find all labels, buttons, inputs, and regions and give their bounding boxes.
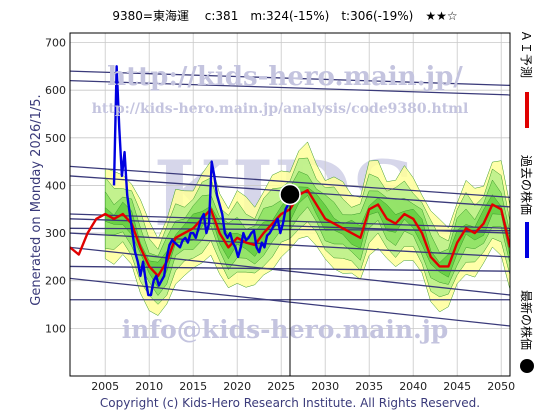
x-tick-label: 2040 bbox=[399, 380, 427, 393]
y-tick-label: 200 bbox=[45, 275, 66, 288]
y-tick-label: 100 bbox=[45, 322, 66, 335]
legend-item-past-price: 過去の株価 bbox=[519, 155, 534, 258]
current-price-marker bbox=[279, 183, 301, 206]
legend-label-ai-forecast: ＡＩ予測 bbox=[519, 30, 533, 78]
x-tick-label: 2010 bbox=[135, 380, 163, 393]
x-tick-label: 2020 bbox=[223, 380, 251, 393]
channel-line bbox=[70, 79, 510, 96]
watermark-url2: http://kids-hero.main.jp/analysis/code93… bbox=[92, 101, 469, 117]
generated-date-label: Generated on Monday 2026/1/5. bbox=[29, 94, 44, 305]
forecast-band bbox=[104, 171, 510, 296]
legend-label-past-price: 過去の株価 bbox=[519, 155, 534, 215]
y-tick-label: 700 bbox=[45, 37, 66, 50]
forecast-band bbox=[104, 157, 510, 305]
legend-swatch-latest-price bbox=[520, 359, 534, 373]
y-tick-label: 400 bbox=[45, 179, 66, 192]
legend: ＡＩ予測 過去の株価 最新の株価 bbox=[519, 30, 534, 373]
channel-line bbox=[70, 165, 510, 199]
x-tick-label: 2050 bbox=[487, 380, 515, 393]
legend-item-ai-forecast: ＡＩ予測 bbox=[519, 30, 533, 128]
x-tick-label: 2045 bbox=[443, 380, 471, 393]
x-tick-label: 2015 bbox=[179, 380, 207, 393]
y-tick-label: 600 bbox=[45, 84, 66, 97]
copyright-footer: Copyright (c) Kids-Hero Research Institu… bbox=[100, 396, 480, 410]
y-tick-label: 500 bbox=[45, 132, 66, 145]
legend-item-latest-price: 最新の株価 bbox=[519, 290, 534, 373]
x-tick-label: 2030 bbox=[311, 380, 339, 393]
chart-title: 9380=東海運 c:381 m:324(-15%) t:306(-19%) ★… bbox=[112, 8, 457, 23]
channel-line bbox=[70, 70, 510, 87]
x-tick-label: 2025 bbox=[267, 380, 295, 393]
current-price-marker-group bbox=[279, 183, 301, 376]
x-tick-label: 2005 bbox=[91, 380, 119, 393]
watermark-email: info@kids-hero.main.jp bbox=[122, 315, 449, 344]
plot-frame bbox=[69, 32, 511, 377]
y-tick-label: 300 bbox=[45, 227, 66, 240]
axes: 2005 2010 2015 2020 2025 2030 2035 2040 2045 2050… bbox=[45, 32, 515, 393]
watermark-url1: http://kids-hero.main.jp/ bbox=[107, 62, 463, 92]
legend-label-latest-price: 最新の株価 bbox=[519, 290, 534, 350]
x-tick-label: 2035 bbox=[355, 380, 383, 393]
series-line-past-price bbox=[112, 65, 290, 297]
